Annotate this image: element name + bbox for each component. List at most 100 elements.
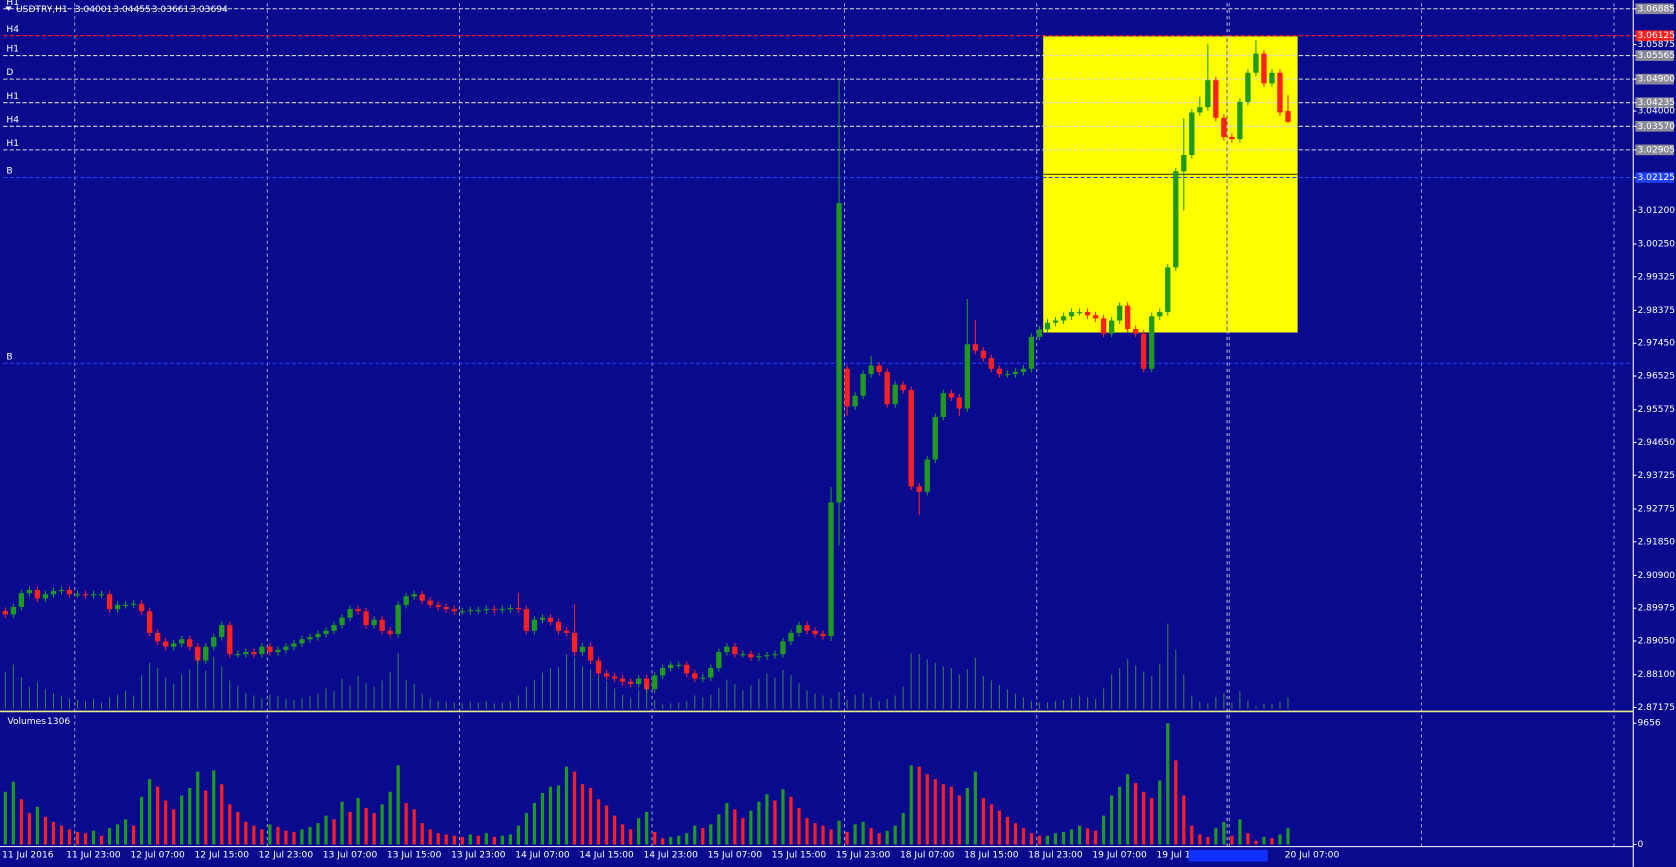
volume-bar <box>3 791 7 845</box>
price-label-box <box>1635 30 1674 42</box>
candle-body <box>491 609 498 611</box>
candle-body <box>852 395 858 407</box>
candle-body <box>916 486 922 492</box>
candle-body <box>1197 107 1203 113</box>
candle-body <box>868 365 874 375</box>
x-tick-label: 18 Jul 07:00 <box>900 851 955 861</box>
candle-body <box>1004 374 1011 376</box>
candle-body <box>804 625 810 631</box>
volume-title: Volumes <box>7 717 46 727</box>
y-tick-label: 3.04000 <box>1638 107 1676 117</box>
volume-bar <box>388 791 392 845</box>
candle-body <box>908 390 914 487</box>
collapse-arrow[interactable] <box>5 6 12 11</box>
candle-body <box>1165 267 1171 313</box>
volume-bar <box>252 825 256 845</box>
candle-body <box>643 678 650 690</box>
candle-body <box>948 393 954 398</box>
candle-body <box>1044 322 1051 330</box>
volume-bar <box>1102 815 1106 845</box>
candle-body <box>427 600 433 605</box>
candle-body <box>1205 80 1211 108</box>
candle-body <box>251 652 257 655</box>
x-tick-label: 15 Jul 15:00 <box>772 851 827 861</box>
volume-bar <box>1190 825 1194 845</box>
candle-body <box>595 660 602 674</box>
y-tick-label: 3.06125 <box>1638 31 1676 41</box>
volume-bar <box>925 774 929 845</box>
candle-body <box>772 654 778 656</box>
candle-body <box>138 603 145 612</box>
volume-bar <box>220 784 224 845</box>
volume-bar <box>869 828 873 845</box>
y-tick-label: 3.05565 <box>1638 51 1676 61</box>
volume-bar <box>1230 835 1234 845</box>
y-tick-label: 3.01200 <box>1638 206 1676 216</box>
volume-bar <box>677 835 681 845</box>
volume-bar <box>933 779 937 845</box>
volume-bar <box>717 814 721 845</box>
volume-bar <box>941 784 945 845</box>
candle-body <box>780 641 786 655</box>
volume-bar <box>324 815 328 845</box>
candle-body <box>419 594 425 601</box>
volume-bar <box>1061 831 1066 845</box>
volume-bar <box>148 779 152 845</box>
y-tick-label: 0 <box>1638 840 1644 850</box>
y-tick-label: 3.04900 <box>1638 75 1676 85</box>
volume-bar <box>1013 823 1018 845</box>
volume-bar <box>1174 760 1178 845</box>
candle-body <box>1116 305 1123 321</box>
volume-bar <box>580 784 585 845</box>
volume-bar <box>596 799 601 845</box>
candle-body <box>956 397 962 409</box>
candle-body <box>611 676 618 679</box>
candle-body <box>764 655 770 657</box>
volume-bar <box>604 805 609 845</box>
volume-bar <box>107 828 112 845</box>
volume-bar <box>372 813 376 845</box>
candle-body <box>1133 329 1139 334</box>
level-label: H1 <box>6 45 19 55</box>
volume-bar <box>1254 840 1258 845</box>
price-label-box <box>1635 3 1674 15</box>
candle-body <box>668 664 674 668</box>
candle-body <box>1269 72 1275 84</box>
candle-body <box>700 677 706 679</box>
candle-body <box>1052 320 1059 323</box>
price-label-box <box>1635 50 1674 61</box>
volume-bar <box>1085 828 1090 845</box>
candle-body <box>82 594 89 596</box>
volume-bar <box>877 833 881 845</box>
volume-bar <box>476 835 480 845</box>
volume-bar <box>1286 828 1290 845</box>
candle-body <box>283 646 289 650</box>
ohlc-high: 3.04455 <box>113 5 151 15</box>
y-tick-label: 3.03570 <box>1638 122 1676 132</box>
volume-bar <box>949 786 953 845</box>
candle-body <box>331 625 337 631</box>
volume-bar <box>516 825 521 845</box>
y-tick-label: 2.97450 <box>1638 339 1676 349</box>
candle-body <box>363 611 369 626</box>
volume-bar <box>821 825 825 845</box>
volume-bar <box>1110 795 1114 845</box>
candle-body <box>66 589 73 595</box>
volume-bar <box>91 830 96 845</box>
volume-bar <box>1053 833 1058 845</box>
candle-body <box>74 594 81 596</box>
volume-bar <box>484 833 488 845</box>
volume-bar <box>508 834 512 845</box>
volume-bar <box>356 798 360 845</box>
volume-bar <box>292 831 296 845</box>
candle-body <box>676 664 682 666</box>
candle-body <box>1076 312 1083 314</box>
y-tick-label: 3.02125 <box>1638 173 1676 183</box>
level-label: H4 <box>6 115 19 125</box>
candle-body <box>932 416 938 460</box>
candle-body <box>708 667 714 678</box>
candle-body <box>195 646 201 661</box>
candle-body <box>235 654 241 656</box>
